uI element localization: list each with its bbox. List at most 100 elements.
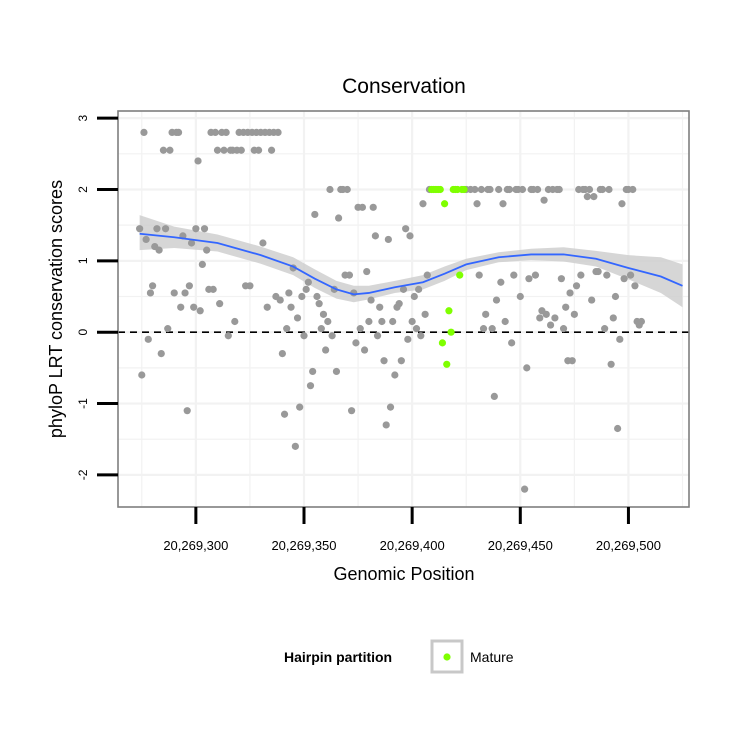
score-point [319,310,328,318]
score-point [315,300,323,308]
score-point [598,185,607,194]
score-point [347,407,356,415]
score-point [356,325,364,333]
score-point [508,339,516,347]
score-point [531,271,540,279]
score-point [317,325,325,333]
score-point [421,310,429,318]
score-point [174,128,183,137]
mature-point [460,185,468,194]
score-point [306,382,315,390]
y-tick-label: 2 [76,186,90,193]
score-point [525,275,533,283]
score-point [198,260,206,269]
score-point [588,296,596,304]
score-point [614,424,622,433]
score-point [153,225,161,233]
score-point [521,485,529,493]
score-point [343,185,351,194]
score-point [583,193,591,201]
score-point [486,185,494,194]
score-point [138,371,146,379]
score-point [352,339,360,347]
score-point [501,317,509,326]
score-point [618,200,626,208]
mature-point [436,185,444,194]
confidence-ribbon [139,215,683,308]
score-point [371,232,379,240]
score-point [417,332,425,340]
score-point [495,185,503,194]
score-point [477,185,485,194]
score-point [211,128,219,137]
score-point [216,300,224,308]
score-point [280,410,289,418]
score-point [155,246,163,254]
score-point [183,407,191,415]
score-point [406,232,414,240]
score-point [590,193,598,201]
score-point [220,146,228,154]
score-point [309,367,317,376]
mature-point [445,307,453,315]
x-tick-label: 20,269,300 [163,538,228,553]
score-point [200,225,209,233]
y-tick-label: -2 [76,469,90,480]
score-point [367,296,375,304]
score-point [570,310,578,318]
score-point [603,271,611,279]
score-point [324,317,332,326]
x-axis: 20,269,300 20,269,350 20,269,400 20,269,450… [163,507,661,553]
score-point [488,325,496,333]
score-point [404,335,412,343]
score-point [313,292,321,301]
score-point [142,235,150,244]
score-point [497,278,505,286]
score-point [559,325,568,333]
score-point [499,200,507,208]
score-point [237,146,245,154]
score-point [322,346,330,354]
score-point [166,146,174,154]
smooth-curve [139,232,683,296]
score-point [263,303,271,311]
score-point [380,357,388,365]
score-point [304,278,312,286]
score-point [412,325,421,333]
score-point [224,332,232,340]
mature-point [438,339,447,347]
chart-title: Conservation [342,75,466,98]
score-point [473,200,481,208]
score-point [293,314,302,322]
score-point [616,335,624,343]
score-point [601,325,609,333]
score-point [518,185,527,194]
score-point [181,289,189,297]
legend-key-mature-dot [443,653,451,661]
mature-point [440,200,449,208]
score-point [536,314,544,322]
score-point [533,185,542,194]
score-point [510,271,518,279]
score-point [540,196,548,204]
score-point [144,335,152,343]
score-point [149,282,157,290]
plot-panel-border [117,110,690,508]
grid-lines [118,111,689,507]
score-point [311,210,319,219]
score-point [605,185,613,194]
score-point [562,303,570,311]
loess-line [139,232,683,296]
score-point [231,317,239,326]
score-point [408,317,416,326]
score-point [196,307,204,315]
score-point [402,225,410,233]
score-point [190,303,198,311]
score-point [620,275,628,283]
score-point [419,200,427,208]
score-point [516,292,524,301]
y-axis: -2 -1 0 1 2 3 [76,114,118,480]
score-point [386,403,395,411]
score-point [482,310,490,318]
